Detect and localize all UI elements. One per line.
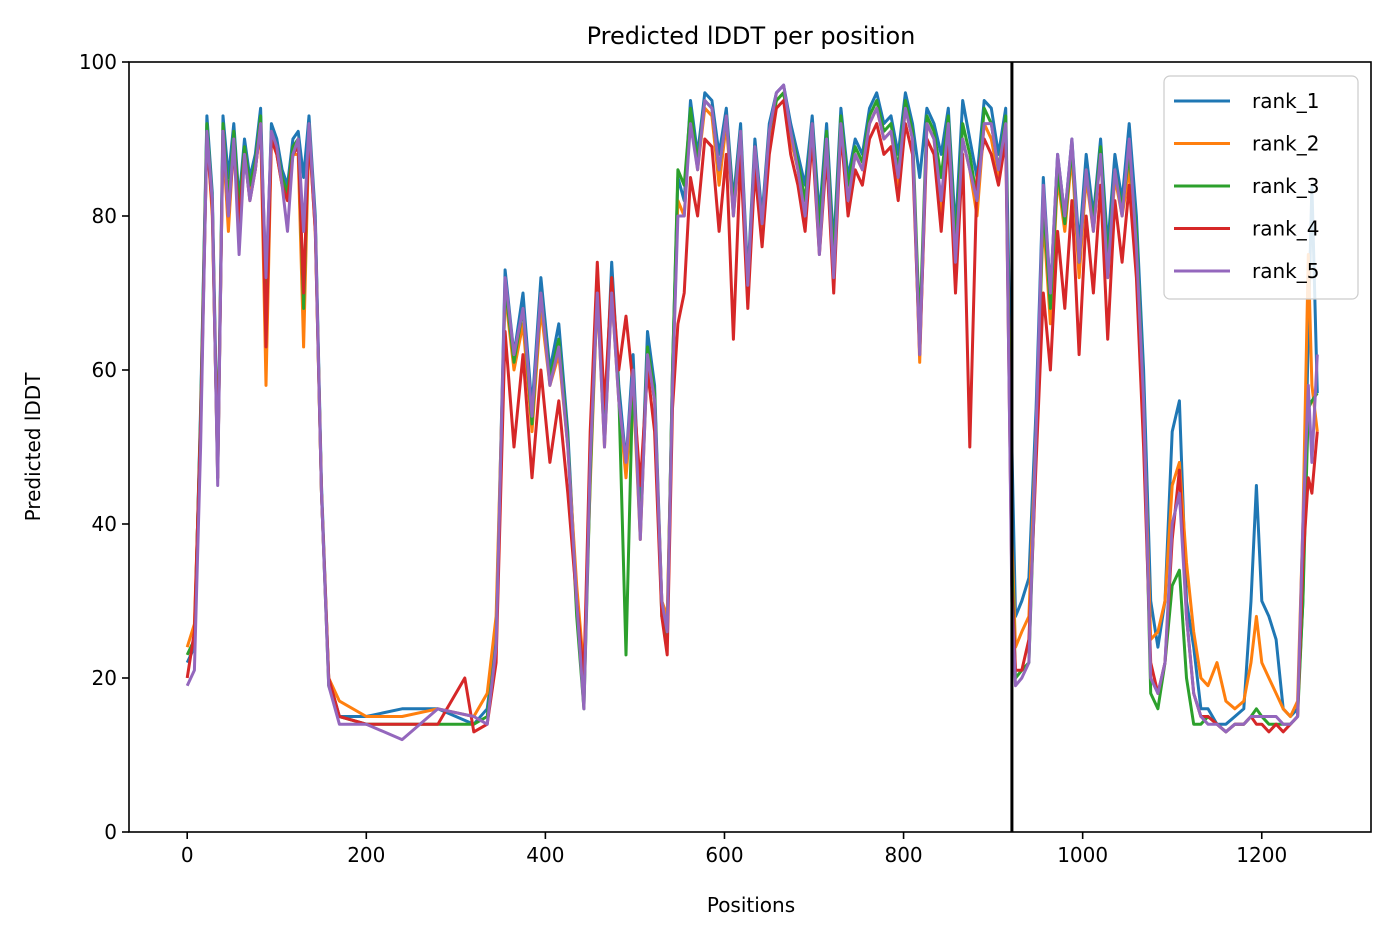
y-tick-label: 20 xyxy=(92,666,117,690)
y-tick-label: 80 xyxy=(92,204,117,228)
x-axis: 0 200 400 600 800 1000 1200 xyxy=(181,832,1287,867)
legend-label-rank_4: rank_4 xyxy=(1252,217,1319,241)
legend-label-rank_1: rank_1 xyxy=(1252,89,1319,113)
x-tick-label: 1000 xyxy=(1057,843,1108,867)
y-axis-label: Predicted lDDT xyxy=(21,372,45,522)
y-tick-label: 0 xyxy=(104,820,117,844)
y-tick-label: 40 xyxy=(92,512,117,536)
legend-box xyxy=(1163,75,1359,300)
x-tick-label: 200 xyxy=(347,843,385,867)
y-tick-label: 100 xyxy=(79,50,117,74)
x-tick-label: 800 xyxy=(884,843,922,867)
plot-area xyxy=(128,61,1372,833)
y-tick-label: 60 xyxy=(92,358,117,382)
x-tick-label: 600 xyxy=(705,843,743,867)
legend-label-rank_5: rank_5 xyxy=(1252,259,1319,283)
legend-label-rank_3: rank_3 xyxy=(1252,174,1319,198)
series-line-rank_5 xyxy=(185,83,1319,742)
chart-title: Predicted lDDT per position xyxy=(587,22,916,50)
y-axis: 0 20 40 60 80 100 xyxy=(79,50,129,844)
legend: rank_1 rank_2 rank_3 rank_4 rank_5 xyxy=(1163,75,1359,300)
x-tick-label: 0 xyxy=(181,843,194,867)
legend-label-rank_2: rank_2 xyxy=(1252,132,1319,156)
plot-frame xyxy=(128,61,1372,833)
x-tick-label: 400 xyxy=(526,843,564,867)
x-tick-label: 1200 xyxy=(1236,843,1287,867)
x-axis-label: Positions xyxy=(707,893,795,917)
series-layer xyxy=(185,83,1319,742)
